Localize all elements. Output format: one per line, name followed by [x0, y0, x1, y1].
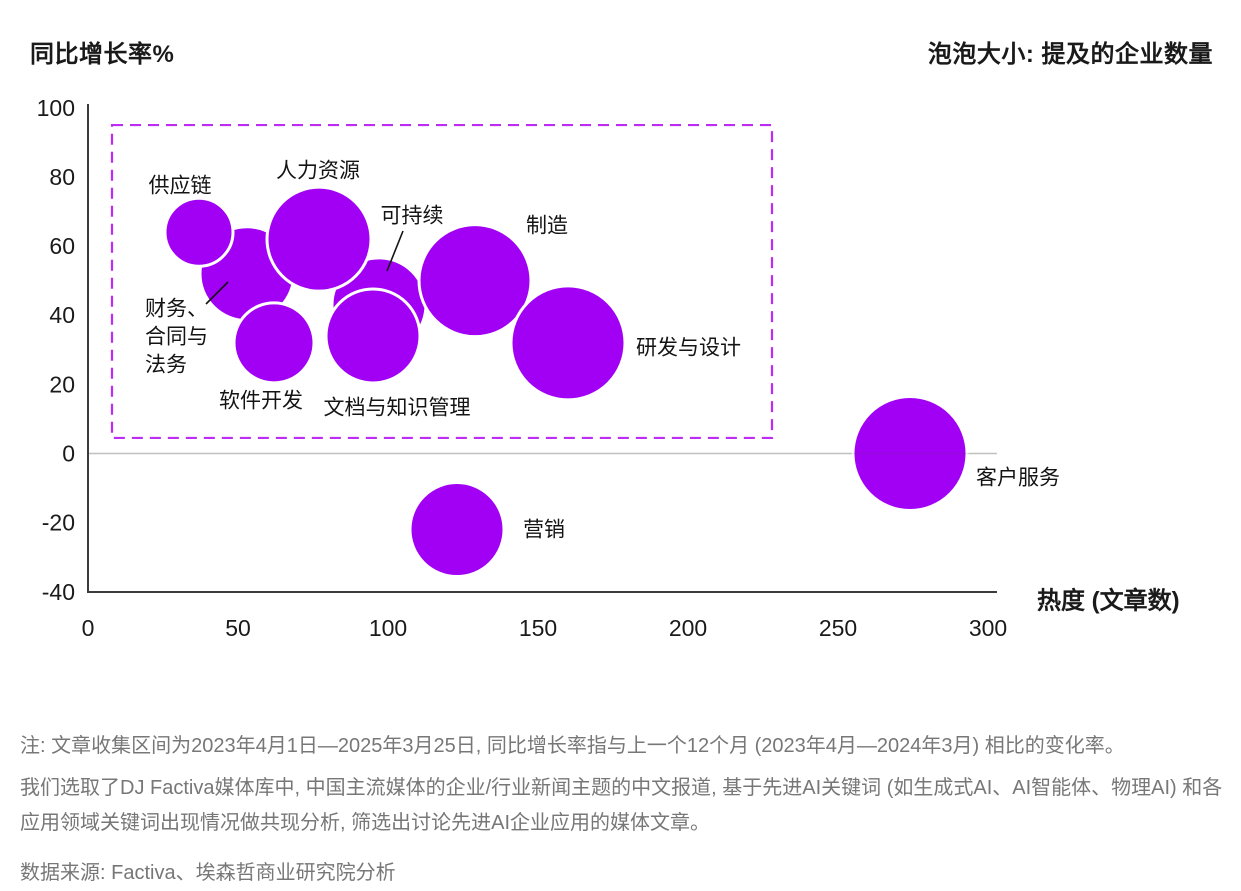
- bubble-label: 营销: [523, 519, 565, 542]
- x-tick-label: 300: [969, 615, 1007, 641]
- bubble-point: [163, 196, 235, 268]
- x-tick-label: 150: [519, 615, 557, 641]
- x-tick-label: 250: [819, 615, 857, 641]
- y-tick-label: 100: [37, 95, 75, 121]
- bubble-point: [417, 223, 533, 339]
- label-callout-line: [205, 281, 229, 305]
- bubble-label: 制造: [526, 215, 568, 238]
- bubble-label: 供应链: [149, 175, 212, 198]
- footnote-data-source: 数据来源: Factiva、埃森哲商业研究院分析: [20, 862, 396, 884]
- x-tick-label: 100: [369, 615, 407, 641]
- y-tick-label: 80: [49, 164, 75, 190]
- y-tick-label: 0: [62, 441, 75, 467]
- x-tick-label: 0: [82, 615, 95, 641]
- bubble-point: [265, 185, 373, 293]
- y-axis-title: 同比增长率%: [30, 41, 175, 68]
- bubble-point: [324, 287, 422, 385]
- bubble-label: 软件开发: [219, 390, 303, 413]
- bubble-label: 研发与设计: [636, 337, 741, 360]
- bubble-label: 财务、: [145, 298, 208, 321]
- x-axis-label: 热度 (文章数): [1037, 587, 1180, 615]
- bubble-label: 法务: [145, 354, 187, 377]
- bubble-point: [408, 481, 506, 579]
- bubble-point: [851, 395, 969, 512]
- bubble-point: [509, 284, 627, 402]
- bubble-label: 客户服务: [976, 467, 1060, 490]
- y-tick-label: 40: [49, 302, 75, 328]
- y-tick-label: -40: [42, 579, 75, 605]
- bubble-point: [232, 301, 316, 385]
- bubble-size-legend: 泡泡大小: 提及的企业数量: [927, 41, 1213, 68]
- bubble-label: 可持续: [381, 205, 444, 228]
- highlight-box: [110, 123, 774, 440]
- x-tick-label: 200: [669, 615, 707, 641]
- bubble-label: 合同与: [145, 326, 208, 349]
- y-tick-label: 20: [49, 371, 75, 397]
- y-tick-label: -20: [42, 510, 75, 536]
- footnote-methodology: 我们选取了DJ Factiva媒体库中, 中国主流媒体的企业/行业新闻主题的中文…: [20, 777, 1223, 834]
- label-callout-line: [386, 230, 404, 272]
- bubble-label: 文档与知识管理: [324, 397, 471, 420]
- bubble-label: 人力资源: [276, 160, 360, 183]
- x-tick-label: 50: [225, 615, 251, 641]
- y-tick-label: 60: [49, 233, 75, 259]
- footnote-collection-period: 注: 文章收集区间为2023年4月1日—2025年3月25日, 同比增长率指与上…: [20, 735, 1125, 757]
